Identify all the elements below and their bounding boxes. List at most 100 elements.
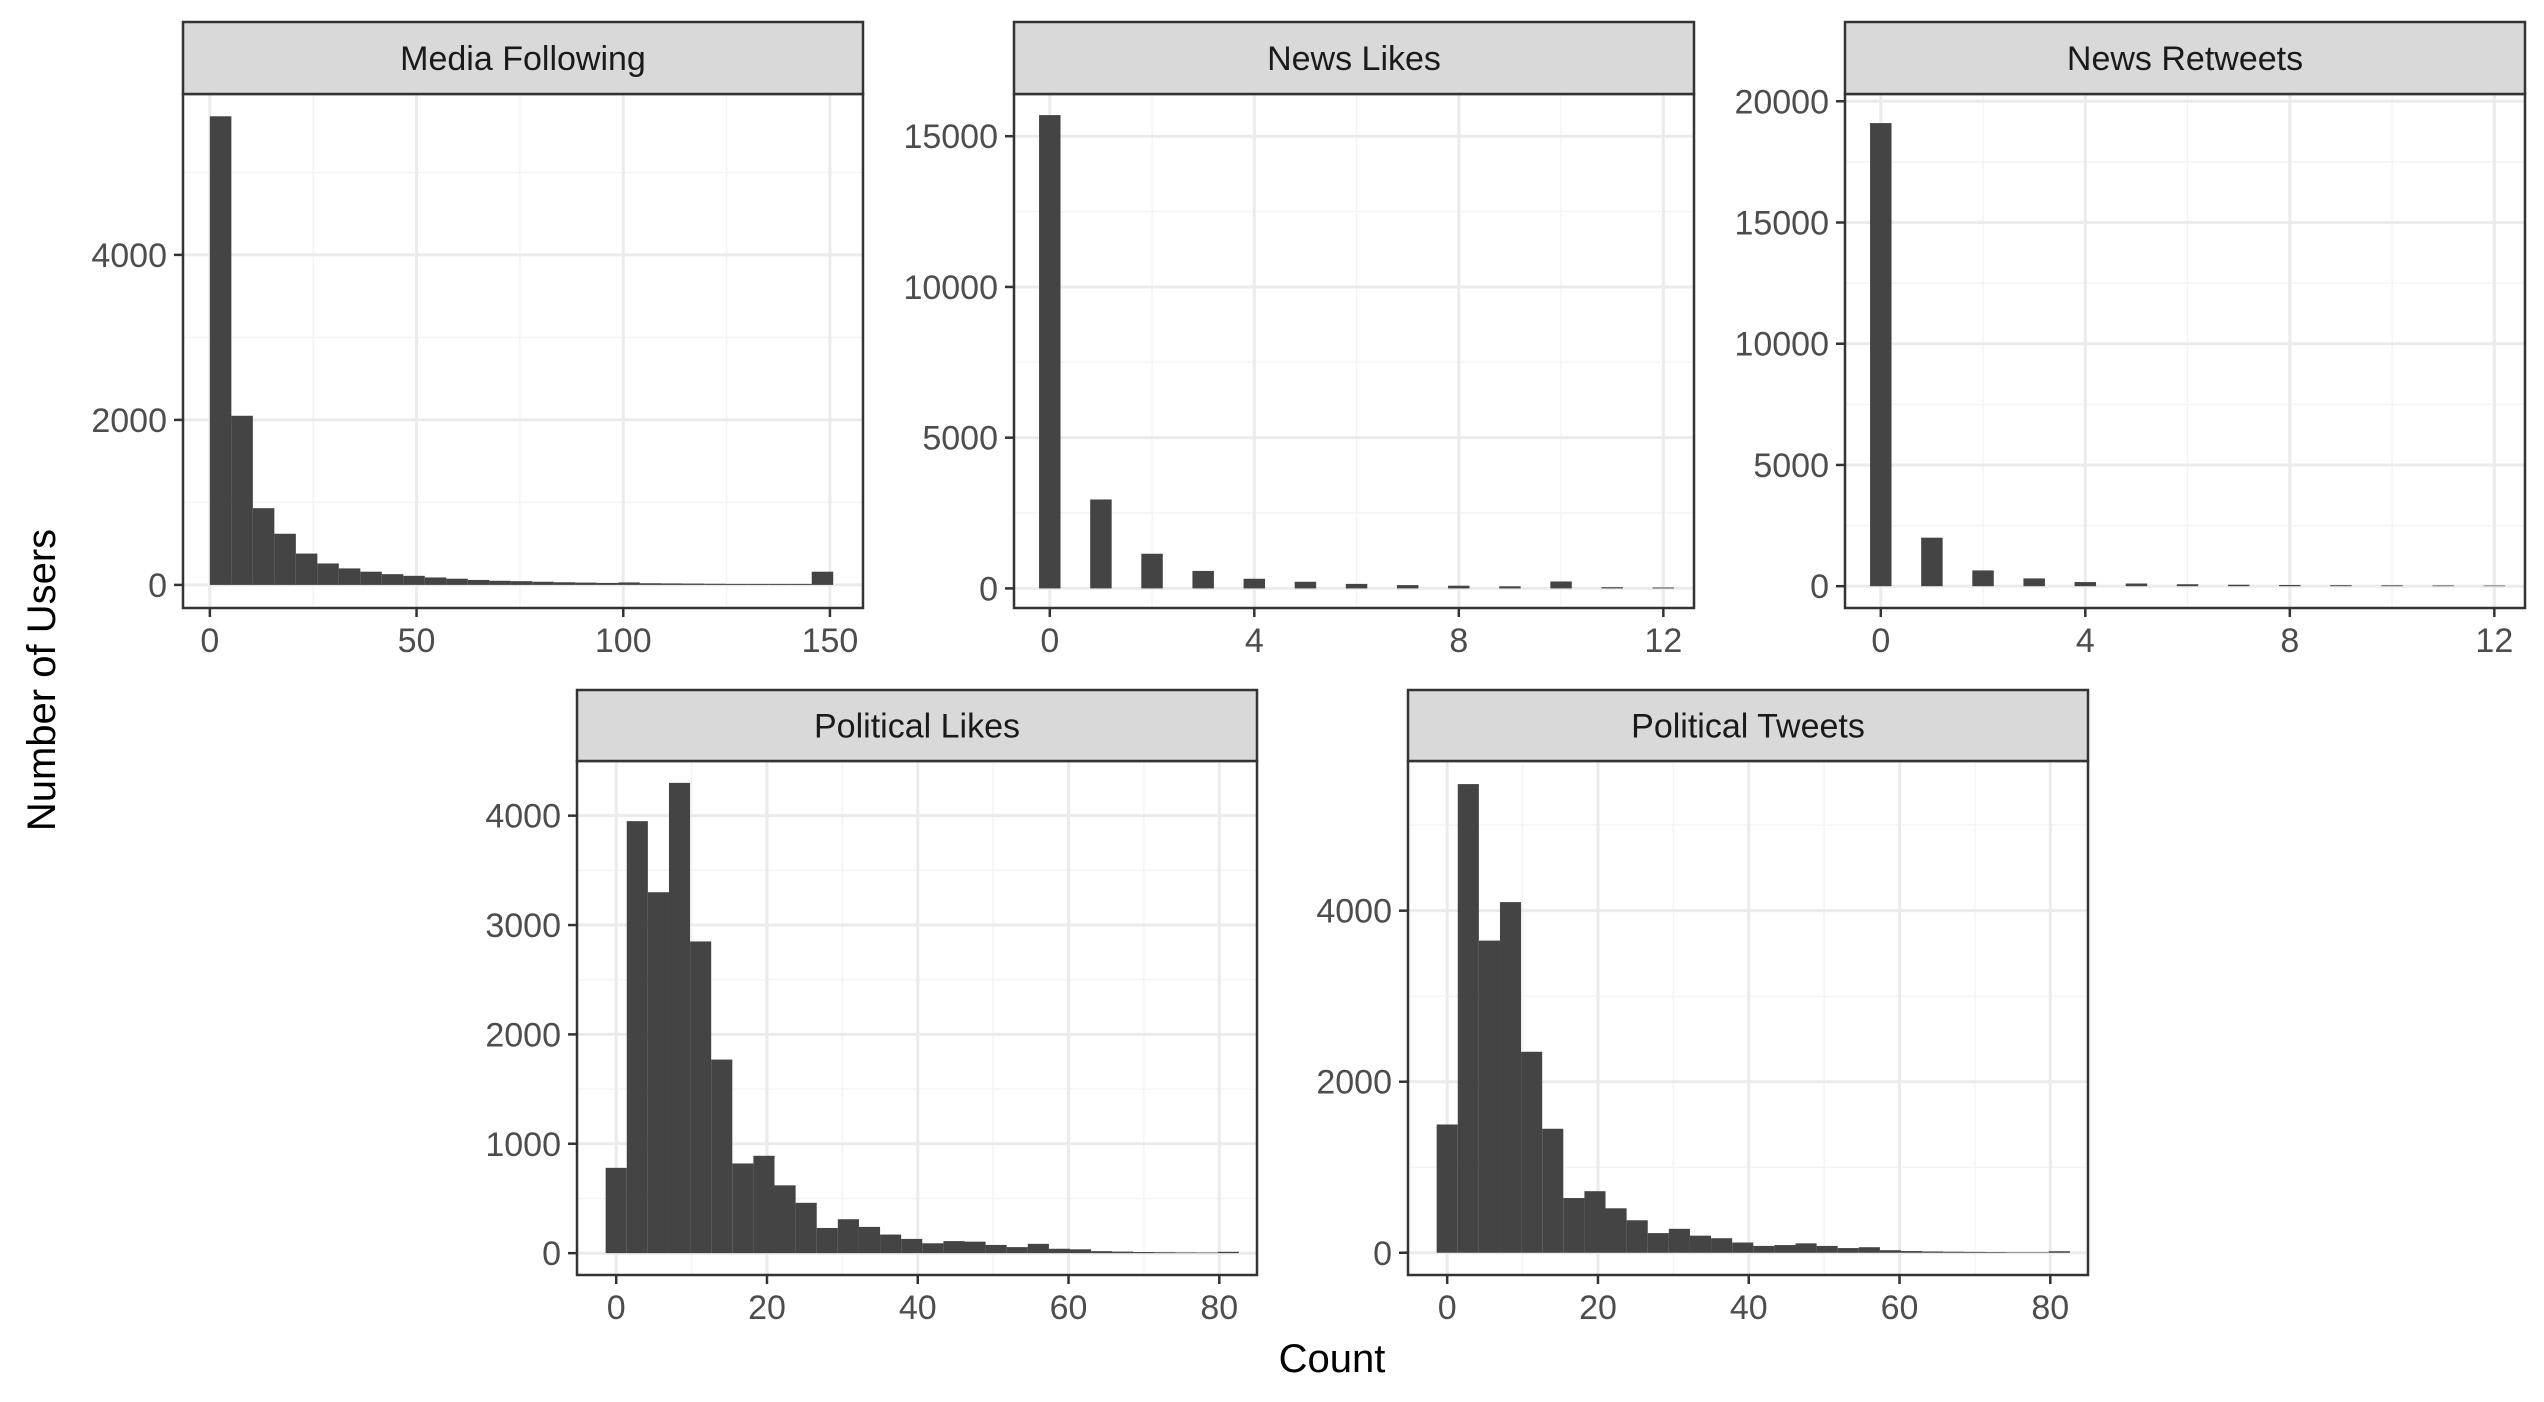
histogram-bar [274, 533, 296, 585]
histogram-bar [489, 580, 511, 585]
histogram-bar [295, 553, 318, 585]
histogram-bar [790, 583, 812, 585]
y-tick-label: 0 [542, 1235, 561, 1273]
histogram-bar [1027, 1243, 1049, 1254]
histogram-bar [2125, 583, 2148, 587]
histogram-bar [618, 582, 640, 585]
histogram-bar [2330, 585, 2352, 587]
histogram-bar [943, 1241, 965, 1254]
histogram-bar [1689, 1235, 1712, 1253]
histogram-bar [1070, 1249, 1092, 1254]
x-tick-label: 0 [1438, 1289, 1457, 1327]
histogram-bar [1668, 1228, 1690, 1253]
histogram-bar [1499, 586, 1521, 589]
histogram-bar [1478, 940, 1500, 1253]
histogram-bar [1192, 570, 1214, 589]
histogram-bar [639, 583, 662, 585]
histogram-bar [575, 582, 597, 585]
histogram-bar [252, 508, 275, 585]
x-tick-label: 0 [607, 1289, 626, 1327]
x-tick-label: 100 [595, 622, 652, 660]
y-tick-label: 0 [1810, 568, 1829, 606]
histogram-bar [317, 563, 339, 585]
y-tick-label: 2000 [1316, 1064, 1392, 1102]
histogram-bar [753, 1155, 775, 1254]
facet-strip [1406, 688, 2090, 763]
histogram-bar [732, 1163, 754, 1254]
histogram-bar [605, 1167, 627, 1254]
facet-strip-title: News Likes [1267, 40, 1441, 78]
panel-political-tweets: Political Tweets 0 2000 4000 0 20 40 60 80 [1316, 688, 2090, 1327]
histogram-bar [1006, 1247, 1028, 1254]
histogram-bar [1133, 1252, 1155, 1254]
histogram-bar [1048, 1248, 1071, 1254]
x-tick-label: 0 [200, 622, 219, 660]
histogram-bar [858, 1226, 881, 1254]
panel-media-following: Media Following 0 2000 4000 0 50 100 150 [91, 20, 865, 660]
panel-political-likes: Political Likes 0 1000 2000 3000 4000 0 20 40 60 8… [485, 688, 1259, 1327]
histogram-bar [1345, 583, 1368, 589]
y-tick-label: 15000 [903, 118, 998, 156]
y-tick-label: 10000 [1734, 326, 1829, 364]
histogram-bar [446, 578, 468, 585]
x-tick-label: 20 [1579, 1289, 1617, 1327]
histogram-bar [964, 1241, 986, 1254]
histogram-bar [553, 582, 576, 585]
panel-news-retweets: News Retweets 0 5000 10000 15000 20000 0 4 8 12 [1734, 20, 2527, 660]
y-tick-label: 0 [148, 567, 167, 605]
facet-strip [575, 688, 1259, 763]
histogram-bar [647, 892, 669, 1254]
y-tick-label: 0 [979, 570, 998, 608]
panel-background [1845, 94, 2525, 608]
panel-background [183, 94, 863, 608]
histogram-bar [837, 1219, 859, 1254]
x-tick-label: 80 [2031, 1289, 2069, 1327]
histogram-bar [2023, 578, 2045, 587]
x-tick-label: 8 [2280, 622, 2299, 660]
histogram-bar [2074, 582, 2097, 587]
x-tick-label: 60 [1050, 1289, 1088, 1327]
histogram-bar [381, 574, 404, 585]
histogram-bar [1837, 1248, 1859, 1253]
x-tick-label: 50 [398, 622, 436, 660]
histogram-bar [596, 582, 619, 585]
y-tick-label: 4000 [1316, 893, 1392, 931]
histogram-bar [209, 116, 232, 585]
histogram-bar [1711, 1238, 1733, 1253]
histogram-bar [1396, 585, 1419, 589]
histogram-bar [1175, 1252, 1197, 1254]
histogram-bar [661, 583, 683, 585]
facet-strip [181, 20, 865, 96]
x-tick-label: 80 [1200, 1289, 1238, 1327]
histogram-bar [1448, 585, 1470, 589]
histogram-bar [1795, 1243, 1817, 1253]
histogram-bar [1243, 578, 1266, 589]
histogram-bar [1732, 1242, 1754, 1253]
facet-strip-title: News Retweets [2067, 40, 2303, 78]
histogram-bar [510, 581, 533, 585]
histogram-bar [1457, 784, 1479, 1253]
y-tick-label: 5000 [1753, 447, 1829, 485]
histogram-bar [360, 571, 382, 585]
histogram-bar [2027, 1252, 2049, 1253]
histogram-bar [1584, 1191, 1606, 1253]
facet-strip-title: Political Likes [814, 708, 1020, 746]
histogram-bar [532, 581, 554, 585]
histogram-bar [1922, 1251, 1944, 1253]
histogram-bar [1112, 1251, 1134, 1254]
facet-strip [1012, 20, 1696, 96]
histogram-bar [1753, 1245, 1775, 1253]
histogram-bar [704, 583, 726, 585]
histogram-bar [403, 575, 425, 585]
histogram-bar [922, 1243, 944, 1254]
y-tick-label: 4000 [91, 237, 167, 275]
histogram-bar [1542, 1128, 1564, 1253]
x-tick-label: 40 [899, 1289, 937, 1327]
facet-strip-title: Media Following [400, 40, 646, 78]
histogram-bar [725, 583, 748, 585]
histogram-bar [1217, 1251, 1239, 1254]
histogram-bar [1196, 1252, 1218, 1254]
histogram-bar [1499, 902, 1522, 1253]
x-tick-label: 12 [1644, 622, 1682, 660]
